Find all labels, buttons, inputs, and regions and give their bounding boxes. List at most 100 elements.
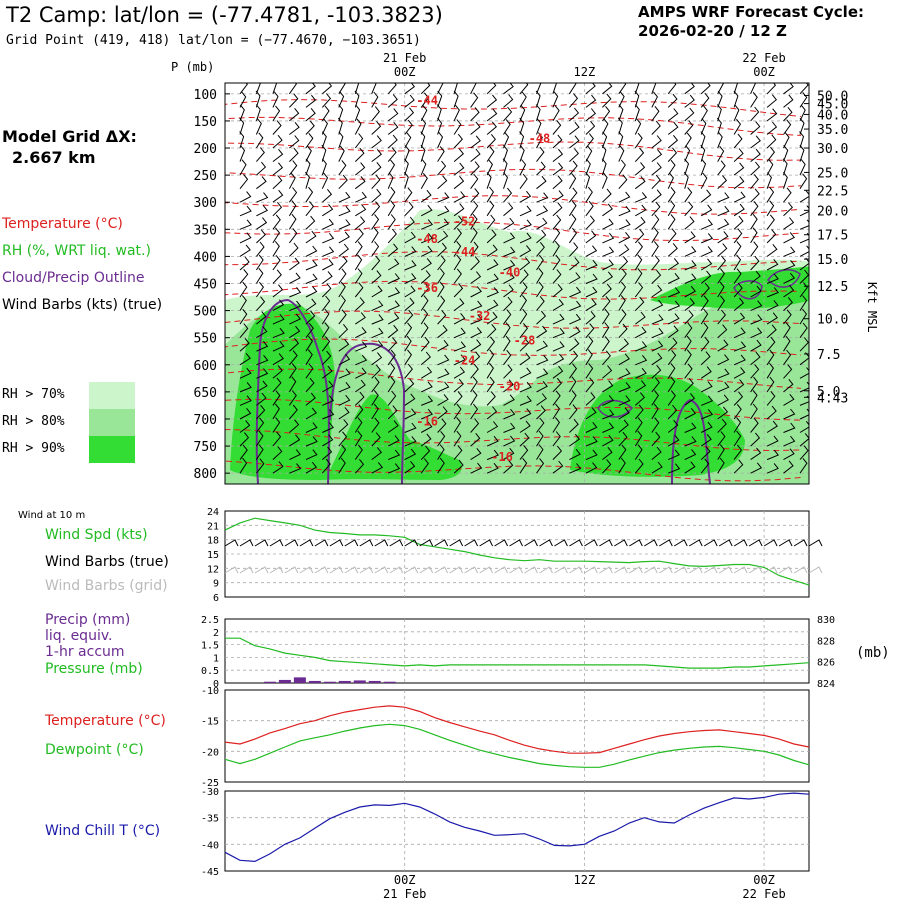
wind-barb (536, 310, 547, 325)
wind-barb (799, 308, 808, 325)
wind-barb (766, 287, 780, 298)
wind-barb (503, 202, 514, 217)
wind-barb (437, 444, 445, 460)
wind-barb (799, 173, 808, 189)
wind-barb (783, 335, 791, 352)
wind-barb (684, 273, 697, 284)
wind-barb (601, 308, 610, 325)
y-tick-label: -25 (201, 778, 219, 789)
wind-barb (618, 91, 625, 108)
wind-barb (601, 105, 611, 122)
wind-barb-true (344, 539, 359, 547)
wind-barb (717, 231, 729, 244)
wind-barb (453, 327, 466, 339)
wind-barb (371, 83, 377, 94)
wind-barb (585, 286, 598, 298)
wind-barb (256, 192, 269, 203)
wind-barb (371, 227, 379, 244)
wind-barb (717, 90, 723, 108)
wind-barb (651, 189, 662, 203)
wind-barb (437, 354, 450, 366)
wind-barb (387, 134, 398, 149)
wind-barb (519, 337, 530, 352)
wind-barb (618, 323, 628, 339)
wind-barb (338, 174, 348, 190)
wind-barb (239, 432, 250, 447)
y-tick-label: 2.5 (201, 615, 219, 626)
wind-barb (750, 285, 762, 298)
wind-barb (783, 106, 793, 122)
wind-barb (305, 171, 310, 189)
y-tick-label: -30 (201, 787, 219, 798)
wind-barb (420, 258, 432, 271)
wind-barb (486, 172, 492, 189)
wind-barb (470, 121, 481, 135)
wind-barb (700, 336, 710, 352)
wind-barb (453, 215, 464, 230)
wind-barb (272, 254, 281, 271)
wind-barb (371, 300, 384, 312)
wind-barb (256, 147, 265, 162)
wind-barb (404, 349, 413, 366)
wind-barb (766, 200, 775, 217)
wind-barb (766, 108, 778, 122)
wind-barb (799, 322, 808, 338)
wind-barb (635, 380, 647, 393)
wind-barb (733, 312, 746, 325)
wind-barb (404, 448, 417, 461)
wind-barb (420, 144, 426, 162)
wind-barb (799, 131, 805, 149)
wind-barb (519, 269, 529, 284)
pressure-tick-label: 500 (194, 305, 217, 320)
wind-barb-grid (539, 566, 553, 574)
wind-barb (783, 202, 793, 217)
wind-barb (717, 309, 727, 325)
wind-barb (486, 287, 499, 298)
wind-barb (519, 408, 532, 420)
wind-barb (470, 271, 482, 284)
y-tick-label: 0.5 (201, 666, 219, 677)
wind-barb (503, 119, 511, 135)
wind-barb (585, 310, 596, 325)
wind-barb-grid (629, 566, 643, 574)
wind-barb (338, 281, 346, 298)
precip-bar (383, 681, 396, 683)
wind-barb (453, 354, 466, 366)
wind-barb (552, 460, 564, 474)
wind-barb (338, 457, 346, 474)
wind-barb-grid (554, 566, 568, 574)
time-label-top-date: 22 Feb (742, 51, 785, 65)
wind-barb-grid (509, 566, 523, 574)
wind-barb (651, 377, 660, 393)
wind-barb (684, 297, 695, 311)
wind-barb (519, 257, 531, 271)
wind-barb (568, 173, 577, 189)
wind-barb (404, 408, 417, 420)
wind-barb (338, 131, 344, 149)
wind-barb (437, 205, 450, 217)
wind-barb (486, 159, 493, 176)
wind-barb (289, 257, 300, 271)
wind-barb (289, 449, 301, 461)
wind-barb (766, 300, 779, 312)
wind-barb (355, 191, 367, 203)
wind-barb (289, 419, 300, 433)
wind-barb (618, 407, 630, 420)
wind-barb (799, 190, 809, 203)
wind-barb (750, 241, 759, 257)
wind-barb (486, 121, 497, 135)
wind-barb (371, 403, 379, 420)
wind-barb (470, 447, 482, 461)
wind-barb (404, 260, 417, 271)
panel-frame (224, 689, 810, 783)
wind-barb (602, 271, 614, 284)
wind-barb (305, 461, 318, 474)
wind-barb-true (239, 539, 254, 547)
wind-barb (585, 462, 598, 474)
wind-barb-true (808, 539, 823, 547)
wind-barb (651, 446, 662, 460)
wind-barb (667, 186, 676, 203)
wind-barb (437, 394, 449, 406)
wind-barb (239, 308, 248, 325)
grid-point-subtitle: Grid Point (419, 418) lat/lon = (−77.467… (6, 33, 421, 48)
